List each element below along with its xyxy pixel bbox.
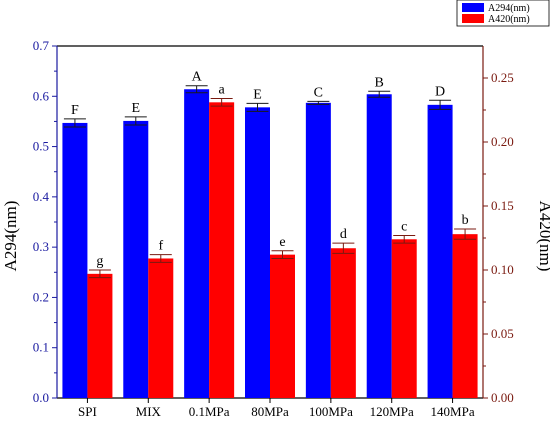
bar-a294 bbox=[305, 102, 331, 398]
bar-a294 bbox=[366, 94, 392, 398]
y-axis-right-label: A420(nm) bbox=[536, 201, 550, 272]
bar-a420 bbox=[87, 273, 113, 398]
bar-a294 bbox=[245, 107, 270, 398]
axes: 0.0 0.1 0.2 0.3 0.4 0.5 0.6 0.7 0.00 0.05 0.10 0.15… bbox=[33, 38, 514, 419]
significance-letter: e bbox=[279, 235, 285, 250]
bar-a294 bbox=[123, 120, 149, 398]
significance-letters: Fg Ef Aa Ee Cd Bc Db bbox=[71, 70, 469, 269]
legend-swatch-a420 bbox=[462, 14, 484, 23]
significance-letter: B bbox=[375, 75, 384, 90]
y-left-tick-label: 0.1 bbox=[33, 340, 49, 355]
bar-a420 bbox=[452, 234, 478, 398]
bar-a420 bbox=[391, 239, 417, 398]
y-left-tick-label: 0.6 bbox=[33, 88, 50, 103]
significance-letter: b bbox=[462, 213, 469, 228]
bar-a420 bbox=[209, 102, 235, 398]
x-tick-label: 100MPa bbox=[309, 404, 353, 419]
y-left-tick-label: 0.4 bbox=[33, 189, 50, 204]
y-right-tick-label: 0.05 bbox=[491, 326, 514, 341]
error-bars bbox=[63, 85, 477, 279]
y-left-tick-label: 0.5 bbox=[33, 139, 49, 154]
significance-letter: a bbox=[219, 82, 226, 97]
significance-letter: A bbox=[192, 70, 203, 85]
y-left-tick-label: 0.0 bbox=[33, 390, 49, 405]
bar-a420 bbox=[270, 254, 295, 398]
legend-label-a294: A294(nm) bbox=[488, 3, 530, 14]
x-tick-label: MIX bbox=[136, 404, 162, 419]
significance-letter: F bbox=[71, 103, 79, 118]
significance-letter: c bbox=[401, 219, 407, 234]
y-right-tick-label: 0.25 bbox=[491, 70, 514, 85]
y-right-tick-label: 0.00 bbox=[491, 390, 514, 405]
x-tick-label: 80MPa bbox=[251, 404, 289, 419]
significance-letter: D bbox=[435, 84, 445, 99]
bar-a420 bbox=[148, 258, 174, 398]
x-tick-label: 140MPa bbox=[431, 404, 475, 419]
x-tick-label: 120MPa bbox=[370, 404, 414, 419]
legend: A294(nm) A420(nm) bbox=[456, 0, 550, 27]
y-left-tick-label: 0.3 bbox=[33, 239, 49, 254]
bars bbox=[62, 89, 478, 399]
bar-a420 bbox=[330, 248, 356, 398]
significance-letter: C bbox=[314, 85, 323, 100]
bar-a294 bbox=[427, 104, 453, 398]
legend-label-a420: A420(nm) bbox=[488, 14, 530, 25]
significance-letter: E bbox=[132, 101, 141, 116]
y-axis-left-label: A294(nm) bbox=[1, 201, 20, 272]
significance-letter: d bbox=[340, 227, 347, 242]
significance-letter: f bbox=[158, 239, 163, 254]
significance-letter: E bbox=[253, 87, 262, 102]
legend-swatch-a294 bbox=[462, 3, 484, 12]
bar-a294 bbox=[62, 122, 88, 399]
y-right-tick-label: 0.15 bbox=[491, 198, 514, 213]
y-right-tick-label: 0.20 bbox=[491, 134, 514, 149]
y-left-tick-label: 0.7 bbox=[33, 38, 50, 53]
y-left-tick-label: 0.2 bbox=[33, 289, 49, 304]
y-right-tick-label: 0.10 bbox=[491, 262, 514, 277]
x-tick-label: 0.1MPa bbox=[189, 404, 230, 419]
x-tick-label: SPI bbox=[78, 404, 97, 419]
bar-a294 bbox=[184, 89, 210, 398]
significance-letter: g bbox=[96, 254, 103, 269]
